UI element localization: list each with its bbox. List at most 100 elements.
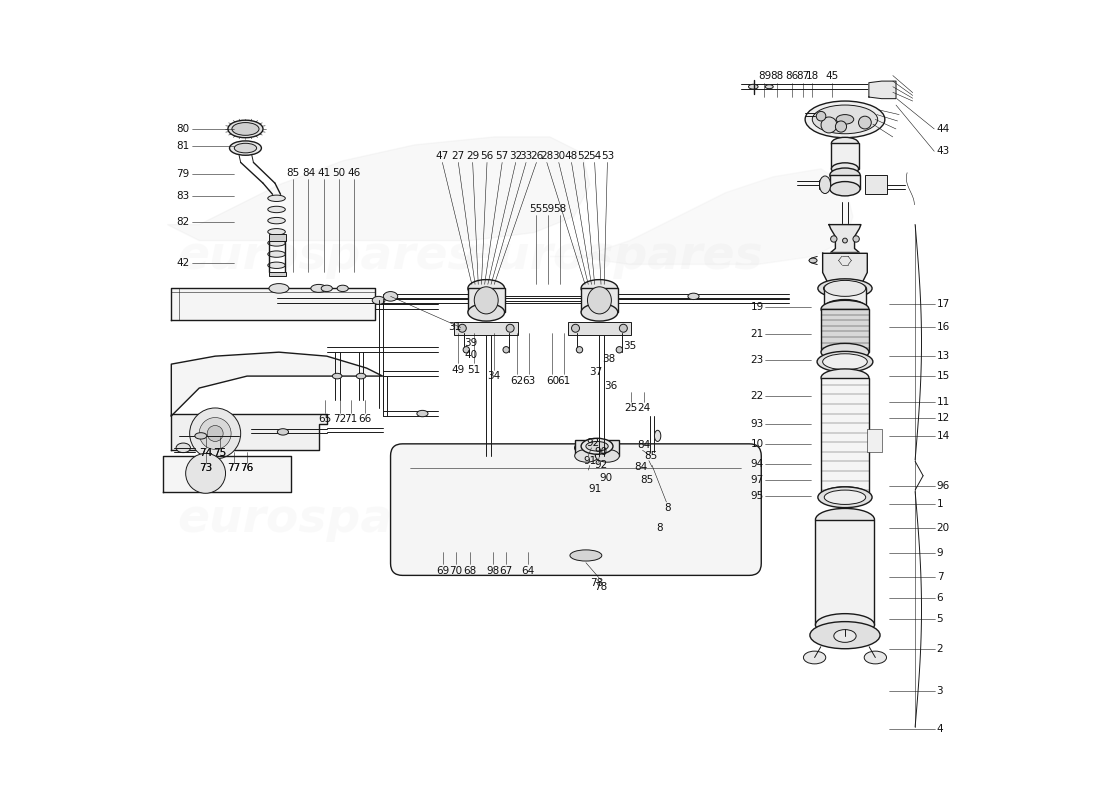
Text: 88: 88	[771, 71, 784, 82]
Text: 24: 24	[637, 403, 651, 413]
Text: 21: 21	[750, 329, 763, 339]
Bar	[824, 288, 866, 307]
Circle shape	[207, 426, 223, 442]
Ellipse shape	[267, 262, 285, 269]
Text: 91: 91	[588, 484, 602, 494]
Text: 40: 40	[464, 350, 477, 360]
Circle shape	[619, 324, 627, 332]
Text: 74: 74	[199, 448, 212, 458]
Ellipse shape	[821, 369, 869, 386]
Circle shape	[616, 346, 623, 353]
Ellipse shape	[815, 614, 875, 636]
Text: 85: 85	[640, 474, 653, 485]
Text: 81: 81	[176, 142, 189, 151]
Bar	[595, 440, 619, 456]
Ellipse shape	[595, 442, 619, 454]
Text: 65: 65	[319, 414, 332, 424]
Bar	[568, 322, 631, 334]
Text: 10: 10	[750, 439, 763, 449]
Text: 41: 41	[317, 168, 330, 178]
Text: 94: 94	[750, 458, 763, 469]
Circle shape	[506, 324, 514, 332]
Ellipse shape	[574, 450, 598, 462]
Ellipse shape	[277, 429, 288, 435]
Text: 73: 73	[199, 462, 212, 473]
Ellipse shape	[766, 85, 773, 89]
Ellipse shape	[574, 442, 598, 454]
Ellipse shape	[748, 84, 758, 89]
Text: eurospares: eurospares	[177, 234, 476, 279]
Ellipse shape	[230, 141, 262, 155]
Ellipse shape	[581, 438, 613, 454]
Polygon shape	[172, 414, 327, 450]
Circle shape	[830, 236, 837, 242]
Ellipse shape	[356, 374, 366, 379]
Ellipse shape	[654, 430, 661, 442]
Bar	[867, 430, 881, 452]
Ellipse shape	[267, 251, 285, 258]
Ellipse shape	[817, 351, 873, 372]
Bar	[832, 143, 858, 169]
Ellipse shape	[688, 293, 700, 299]
Text: 62: 62	[510, 376, 524, 386]
Text: 76: 76	[241, 462, 254, 473]
Ellipse shape	[805, 101, 884, 138]
Text: 45: 45	[826, 71, 839, 82]
Text: 56: 56	[481, 151, 494, 161]
Text: 42: 42	[176, 258, 189, 268]
Bar	[454, 322, 518, 334]
Text: 3: 3	[937, 686, 944, 696]
Ellipse shape	[468, 303, 505, 321]
Text: 22: 22	[750, 391, 763, 401]
Text: 84: 84	[635, 462, 648, 472]
Ellipse shape	[267, 206, 285, 213]
Text: 17: 17	[937, 299, 950, 310]
Text: 44: 44	[937, 124, 950, 134]
Text: 82: 82	[176, 218, 189, 227]
Text: 34: 34	[487, 371, 500, 381]
FancyBboxPatch shape	[390, 444, 761, 575]
Text: 74: 74	[199, 448, 212, 458]
Polygon shape	[167, 137, 590, 241]
Ellipse shape	[570, 550, 602, 561]
Text: 71: 71	[344, 414, 358, 424]
Ellipse shape	[810, 258, 817, 263]
Circle shape	[503, 346, 509, 353]
Text: 26: 26	[530, 151, 543, 161]
Text: 84: 84	[301, 168, 315, 178]
Polygon shape	[829, 225, 861, 253]
Ellipse shape	[820, 176, 830, 194]
Text: 83: 83	[176, 191, 189, 201]
Text: 79: 79	[176, 169, 189, 178]
Ellipse shape	[579, 444, 595, 452]
Bar	[574, 440, 598, 456]
Text: 48: 48	[565, 151, 579, 161]
Polygon shape	[163, 456, 290, 492]
Ellipse shape	[234, 143, 256, 153]
Text: 77: 77	[227, 462, 240, 473]
Text: 92: 92	[594, 460, 607, 470]
Text: 55: 55	[529, 204, 542, 214]
Text: 75: 75	[213, 448, 227, 458]
Ellipse shape	[824, 281, 866, 296]
Polygon shape	[172, 288, 375, 320]
Ellipse shape	[821, 487, 869, 505]
Circle shape	[459, 324, 466, 332]
Text: 43: 43	[937, 146, 950, 156]
Text: 12: 12	[937, 413, 950, 422]
Ellipse shape	[474, 286, 498, 314]
Ellipse shape	[803, 651, 826, 664]
Ellipse shape	[332, 374, 342, 379]
Text: 51: 51	[468, 365, 481, 374]
Text: 33: 33	[519, 151, 532, 161]
Text: 29: 29	[466, 151, 480, 161]
Ellipse shape	[417, 410, 428, 417]
Text: 1: 1	[937, 498, 944, 509]
Text: 85: 85	[287, 168, 300, 178]
Circle shape	[821, 117, 837, 133]
Ellipse shape	[228, 120, 263, 138]
Text: 19: 19	[750, 302, 763, 312]
Ellipse shape	[595, 450, 619, 462]
Text: 95: 95	[750, 490, 763, 501]
Ellipse shape	[321, 285, 332, 291]
